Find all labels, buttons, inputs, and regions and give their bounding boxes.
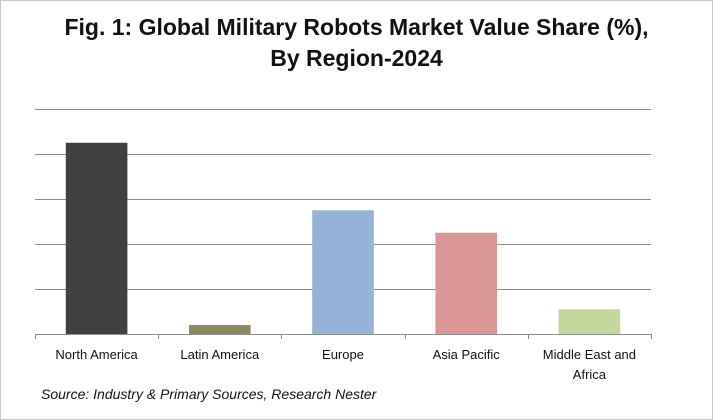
chart-title-line-2: By Region-2024: [270, 45, 443, 71]
bar-europe: [312, 210, 374, 334]
x-tick-label: North America: [55, 347, 138, 362]
x-tick-label: Asia Pacific: [433, 347, 501, 362]
chart-title: Fig. 1: Global Military Robots Market Va…: [0, 12, 713, 74]
bar-north-america: [65, 142, 128, 334]
x-tick-label: Europe: [322, 347, 364, 362]
x-tick-label: Latin America: [180, 347, 260, 362]
bar-middle-east-and-africa: [558, 309, 621, 334]
x-tick-label: Africa: [573, 367, 607, 382]
x-tick-label: Middle East and: [543, 347, 636, 362]
bar-asia-pacific: [435, 232, 497, 334]
chart-title-line-1: Fig. 1: Global Military Robots Market Va…: [64, 14, 649, 40]
bar-latin-america: [189, 325, 251, 334]
source-note: Source: Industry & Primary Sources, Rese…: [41, 386, 377, 402]
